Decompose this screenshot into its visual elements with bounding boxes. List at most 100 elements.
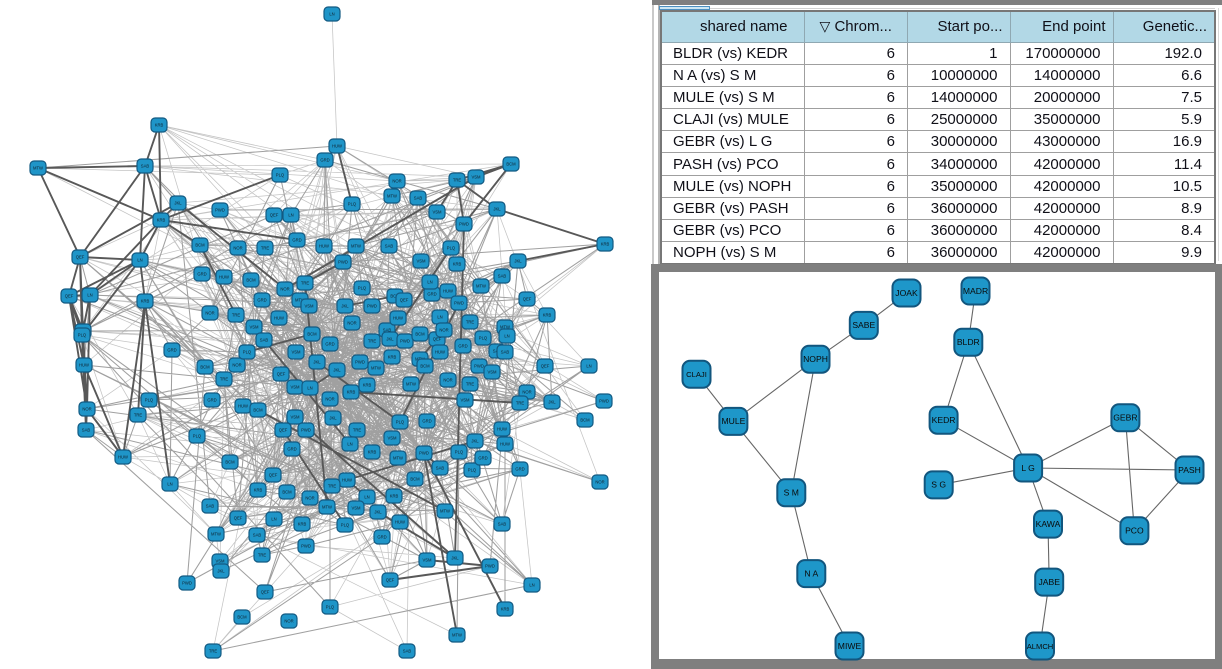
svg-text:TRE: TRE bbox=[258, 553, 267, 558]
svg-text:VSM: VSM bbox=[290, 385, 300, 390]
svg-text:PASH: PASH bbox=[1178, 465, 1201, 475]
svg-text:NOR: NOR bbox=[347, 321, 356, 326]
svg-text:KRB: KRB bbox=[501, 607, 510, 612]
svg-text:MTW: MTW bbox=[33, 166, 43, 171]
svg-text:QEF: QEF bbox=[270, 213, 279, 218]
svg-text:VSM: VSM bbox=[471, 175, 481, 180]
svg-text:PWD: PWD bbox=[355, 360, 365, 365]
svg-text:VSM: VSM bbox=[387, 436, 397, 441]
svg-text:JABE: JABE bbox=[1038, 577, 1060, 587]
svg-text:VSM: VSM bbox=[416, 259, 426, 264]
svg-text:MTW: MTW bbox=[371, 366, 381, 371]
svg-text:HUW: HUW bbox=[342, 478, 352, 483]
svg-text:JKL: JKL bbox=[514, 259, 522, 264]
svg-text:KRB: KRB bbox=[363, 383, 372, 388]
svg-text:NOPH: NOPH bbox=[803, 354, 828, 364]
svg-text:JKL: JKL bbox=[217, 569, 225, 574]
svg-text:HUW: HUW bbox=[319, 244, 329, 249]
svg-text:LN: LN bbox=[586, 364, 591, 369]
svg-text:HUW: HUW bbox=[238, 404, 248, 409]
svg-text:JKL: JKL bbox=[493, 207, 501, 212]
svg-text:JKL: JKL bbox=[471, 439, 479, 444]
svg-text:GRD: GRD bbox=[292, 238, 301, 243]
svg-text:PLQ: PLQ bbox=[396, 420, 405, 425]
svg-text:N A: N A bbox=[804, 568, 818, 578]
svg-text:NOR: NOR bbox=[325, 397, 334, 402]
svg-text:GRD: GRD bbox=[325, 342, 334, 347]
svg-text:BLDR: BLDR bbox=[957, 337, 980, 347]
svg-text:SAB: SAB bbox=[501, 350, 510, 355]
svg-text:TRE: TRE bbox=[134, 413, 143, 418]
svg-text:BCM: BCM bbox=[580, 418, 590, 423]
svg-text:ALMCH: ALMCH bbox=[1027, 642, 1054, 651]
svg-text:GRD: GRD bbox=[197, 272, 206, 277]
svg-text:GRD: GRD bbox=[377, 535, 386, 540]
svg-text:SABE: SABE bbox=[852, 320, 875, 330]
svg-text:HUW: HUW bbox=[435, 350, 445, 355]
svg-text:KRB: KRB bbox=[141, 299, 150, 304]
svg-text:JKL: JKL bbox=[451, 556, 459, 561]
svg-text:PLQ: PLQ bbox=[193, 434, 202, 439]
svg-text:MTW: MTW bbox=[476, 284, 486, 289]
svg-text:PWD: PWD bbox=[474, 364, 484, 369]
svg-text:PWD: PWD bbox=[419, 451, 429, 456]
svg-text:BCM: BCM bbox=[415, 332, 425, 337]
svg-text:KRB: KRB bbox=[390, 494, 399, 499]
svg-text:NOR: NOR bbox=[392, 179, 401, 184]
svg-text:SAB: SAB bbox=[436, 466, 445, 471]
svg-text:JKL: JKL bbox=[386, 337, 394, 342]
svg-text:LN: LN bbox=[427, 280, 432, 285]
svg-text:LN: LN bbox=[437, 315, 442, 320]
svg-text:MTW: MTW bbox=[406, 382, 416, 387]
svg-text:KEDR: KEDR bbox=[932, 415, 956, 425]
svg-text:JKL: JKL bbox=[333, 368, 341, 373]
svg-text:TRE: TRE bbox=[209, 649, 218, 654]
svg-text:BCM: BCM bbox=[246, 278, 256, 283]
svg-text:GRD: GRD bbox=[167, 348, 176, 353]
svg-text:GRD: GRD bbox=[458, 344, 467, 349]
svg-text:MTW: MTW bbox=[500, 325, 510, 330]
svg-text:LN: LN bbox=[329, 12, 334, 17]
svg-text:PLQ: PLQ bbox=[348, 202, 357, 207]
svg-text:BCM: BCM bbox=[282, 490, 292, 495]
svg-text:HUW: HUW bbox=[79, 363, 89, 368]
svg-text:TRE: TRE bbox=[328, 484, 337, 489]
svg-text:GRD: GRD bbox=[478, 456, 487, 461]
svg-text:VSM: VSM bbox=[249, 325, 259, 330]
svg-text:PLQ: PLQ bbox=[468, 468, 477, 473]
svg-text:LN: LN bbox=[529, 583, 534, 588]
svg-text:SAB: SAB bbox=[414, 196, 423, 201]
svg-text:NOR: NOR bbox=[284, 619, 293, 624]
svg-text:PWD: PWD bbox=[215, 208, 225, 213]
svg-text:PLQ: PLQ bbox=[358, 286, 367, 291]
svg-text:VSM: VSM bbox=[215, 559, 225, 564]
svg-text:KRB: KRB bbox=[347, 390, 356, 395]
svg-text:KRB: KRB bbox=[368, 450, 377, 455]
svg-text:PWD: PWD bbox=[485, 564, 495, 569]
svg-text:MIWE: MIWE bbox=[838, 641, 862, 651]
svg-text:JOAK: JOAK bbox=[895, 288, 918, 298]
svg-text:NOR: NOR bbox=[439, 328, 448, 333]
svg-text:KRB: KRB bbox=[543, 313, 552, 318]
svg-text:PLQ: PLQ bbox=[78, 333, 87, 338]
svg-text:BCM: BCM bbox=[420, 364, 430, 369]
svg-text:QEF: QEF bbox=[65, 294, 74, 299]
svg-text:PLQ: PLQ bbox=[326, 605, 335, 610]
svg-text:QEF: QEF bbox=[279, 428, 288, 433]
svg-text:QEF: QEF bbox=[269, 473, 278, 478]
svg-text:NOR: NOR bbox=[280, 287, 289, 292]
svg-text:TRE: TRE bbox=[220, 377, 229, 382]
svg-text:JKL: JKL bbox=[313, 360, 321, 365]
svg-text:NOR: NOR bbox=[443, 378, 452, 383]
svg-text:MTW: MTW bbox=[322, 505, 332, 510]
svg-text:PWD: PWD bbox=[338, 260, 348, 265]
svg-text:SAB: SAB bbox=[141, 164, 150, 169]
svg-text:BCM: BCM bbox=[237, 615, 247, 620]
svg-text:QEF: QEF bbox=[76, 255, 85, 260]
svg-text:BCM: BCM bbox=[225, 460, 235, 465]
svg-text:PLQ: PLQ bbox=[455, 450, 464, 455]
svg-text:LN: LN bbox=[504, 334, 509, 339]
svg-text:HUW: HUW bbox=[219, 275, 229, 280]
svg-text:MULE: MULE bbox=[721, 416, 745, 426]
svg-text:LN: LN bbox=[271, 517, 276, 522]
